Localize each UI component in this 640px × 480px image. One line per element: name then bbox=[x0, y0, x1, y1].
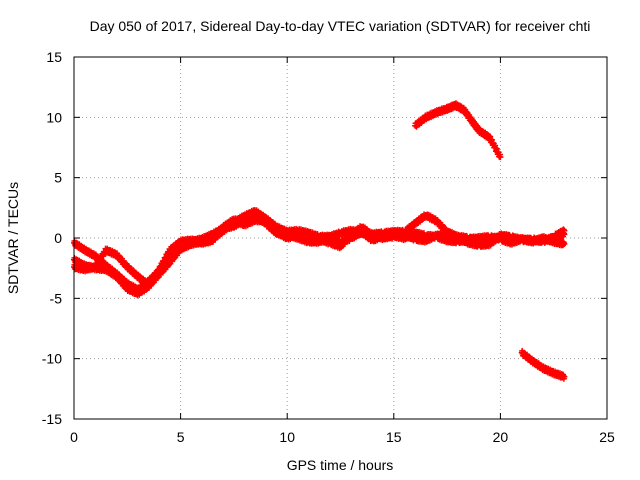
x-tick-label: 5 bbox=[177, 429, 185, 445]
points-layer bbox=[71, 100, 568, 382]
x-tick-label: 10 bbox=[279, 429, 295, 445]
y-tick-label: 15 bbox=[46, 49, 62, 65]
y-tick-label: 0 bbox=[54, 230, 62, 246]
y-tick-label: -15 bbox=[42, 411, 62, 427]
y-tick-label: -5 bbox=[50, 290, 63, 306]
axis-ticks: 0 5 10 15 20 25 -15 -10 -5 0 5 10 15 bbox=[42, 49, 615, 445]
y-tick-label: 10 bbox=[46, 109, 62, 125]
x-tick-label: 0 bbox=[70, 429, 78, 445]
data-point bbox=[560, 230, 567, 237]
data-point bbox=[560, 375, 567, 382]
x-axis-label: GPS time / hours bbox=[287, 457, 394, 473]
x-tick-label: 25 bbox=[599, 429, 615, 445]
x-tick-label: 15 bbox=[386, 429, 402, 445]
chart-title: Day 050 of 2017, Sidereal Day-to-day VTE… bbox=[90, 18, 591, 34]
series-track-4 bbox=[412, 100, 504, 161]
series-track-3 bbox=[71, 214, 568, 290]
data-point bbox=[496, 151, 503, 158]
y-tick-label: -10 bbox=[42, 351, 62, 367]
y-tick-label: 5 bbox=[54, 170, 62, 186]
y-axis-label: SDTVAR / TECUs bbox=[5, 182, 21, 294]
series-track-5 bbox=[518, 347, 568, 382]
data-point bbox=[560, 240, 567, 247]
x-tick-label: 20 bbox=[493, 429, 509, 445]
